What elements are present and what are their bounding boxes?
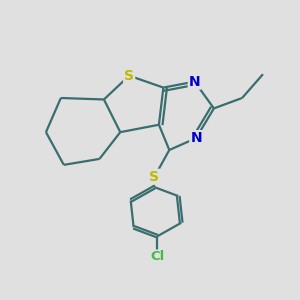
Text: S: S	[124, 69, 134, 83]
Text: N: N	[189, 75, 200, 88]
Text: Cl: Cl	[150, 250, 165, 263]
Text: S: S	[149, 170, 160, 184]
Text: N: N	[190, 131, 202, 145]
